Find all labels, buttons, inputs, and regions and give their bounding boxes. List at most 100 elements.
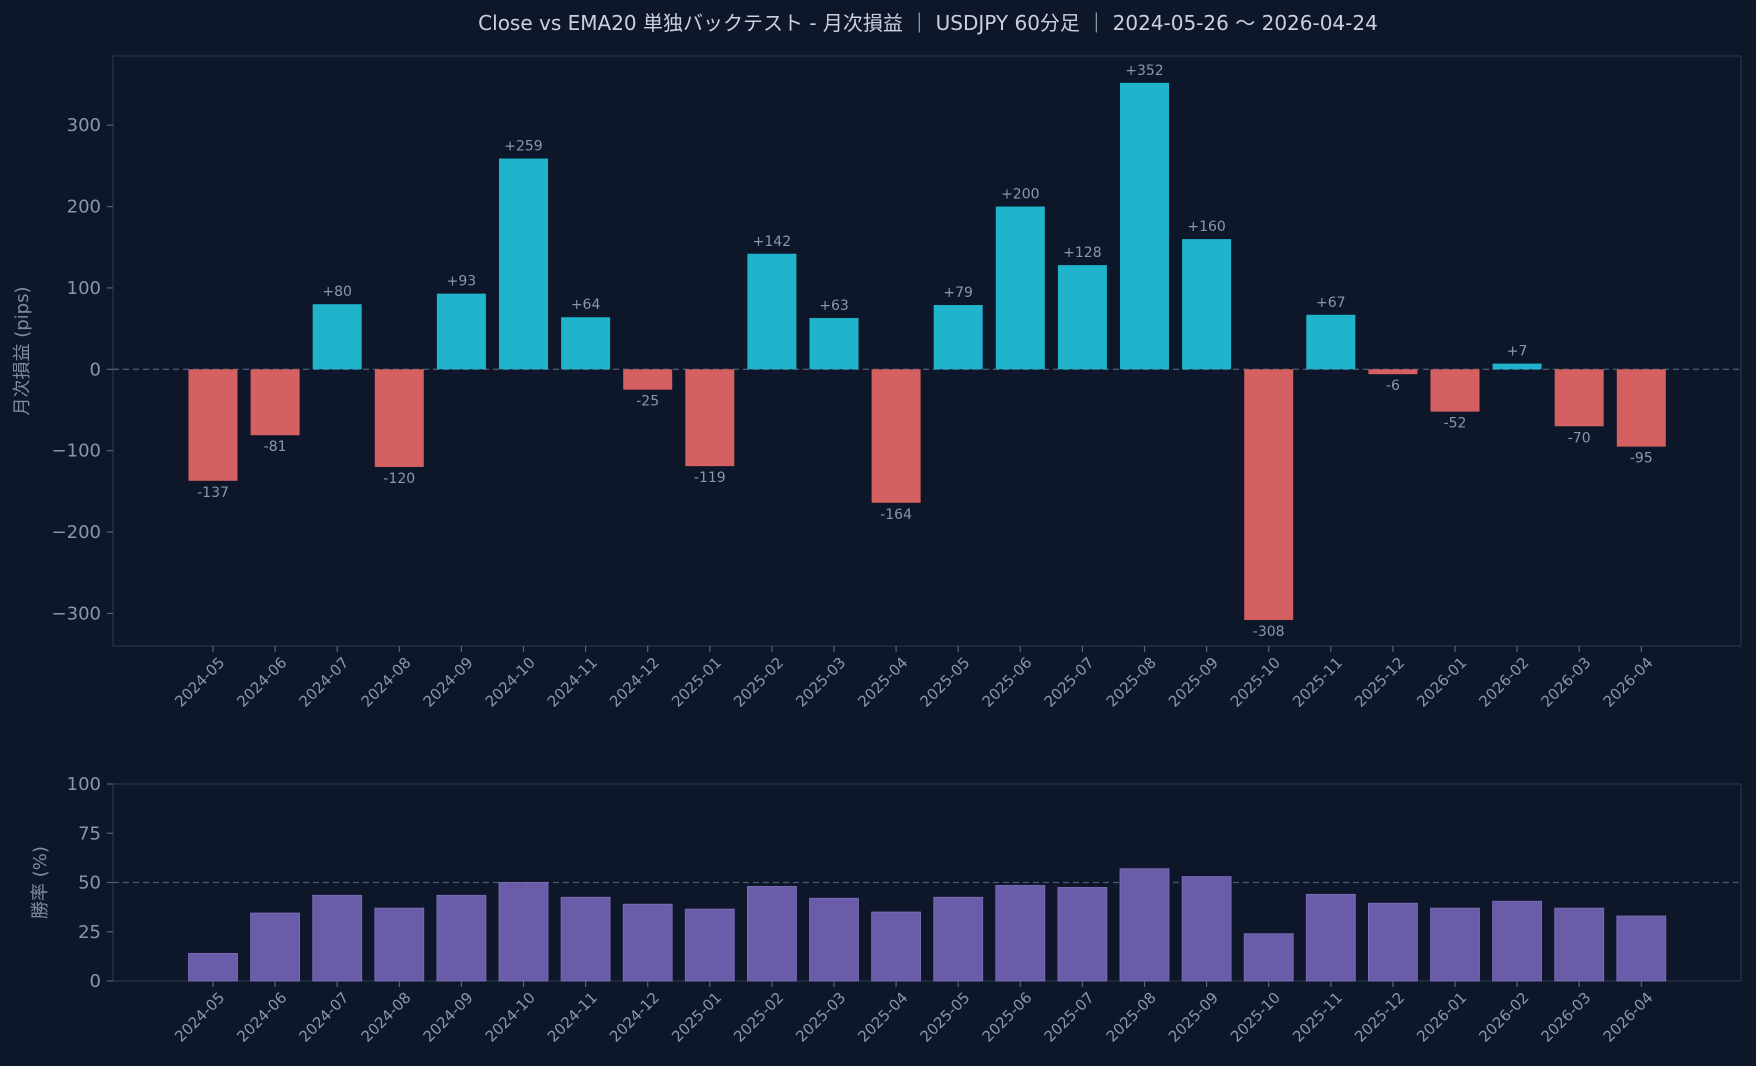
- y-tick-label: 100: [67, 774, 101, 795]
- x-tick-label: 2024-12: [606, 654, 663, 711]
- data-label: +79: [943, 285, 973, 301]
- x-tick-label: 2025-05: [916, 654, 973, 711]
- bar-2025-07: [1057, 265, 1107, 370]
- x-tick-label: 2025-07: [1041, 654, 1098, 711]
- x-tick-label: 2025-09: [1165, 654, 1222, 711]
- x-tick-label: 2025-05: [916, 989, 973, 1046]
- x-tick-label: 2024-11: [544, 654, 601, 711]
- x-tick-label: 2024-05: [171, 989, 228, 1046]
- y-tick-label: 0: [90, 359, 101, 380]
- y-tick-label: 75: [78, 823, 101, 844]
- data-label: -52: [1444, 416, 1467, 432]
- bar-2025-02: [747, 253, 797, 370]
- x-tick-label: 2026-01: [1413, 989, 1470, 1046]
- bar-2026-03: [1554, 907, 1605, 982]
- y-tick-label: −100: [52, 441, 101, 462]
- bar-2024-12: [622, 903, 673, 982]
- x-tick-label: 2025-11: [1289, 989, 1346, 1046]
- x-tick-label: 2026-03: [1537, 989, 1594, 1046]
- bar-2024-09: [436, 293, 486, 370]
- x-tick-label: 2025-12: [1351, 654, 1408, 711]
- bar-2026-04: [1616, 915, 1667, 982]
- bar-2026-01: [1430, 369, 1480, 412]
- bar-2025-06: [995, 206, 1045, 370]
- y-tick-label: −300: [52, 603, 101, 624]
- x-tick-label: 2026-02: [1475, 654, 1532, 711]
- bar-2024-09: [436, 894, 487, 982]
- x-tick-label: 2025-03: [792, 989, 849, 1046]
- x-tick-label: 2025-03: [792, 654, 849, 711]
- x-tick-label: 2025-04: [854, 654, 911, 711]
- data-label: +63: [819, 298, 849, 314]
- bar-2025-12: [1368, 902, 1418, 982]
- x-tick-label: 2024-08: [358, 989, 415, 1046]
- bar-2025-01: [685, 369, 735, 467]
- data-label: +352: [1125, 63, 1163, 79]
- x-tick-label: 2025-08: [1103, 989, 1160, 1046]
- bar-2024-06: [250, 369, 300, 436]
- x-tick-label: 2025-06: [979, 989, 1036, 1046]
- x-tick-label: 2025-07: [1041, 989, 1098, 1046]
- chart-title: Close vs EMA20 単独バックテスト - 月次損益 ｜ USDJPY …: [478, 11, 1378, 35]
- x-tick-label: 2025-11: [1289, 654, 1346, 711]
- data-label: -137: [197, 485, 229, 501]
- x-tick-label: 2024-05: [171, 654, 228, 711]
- bar-2024-12: [623, 369, 673, 390]
- y-tick-label: 25: [78, 922, 101, 943]
- x-tick-label: 2025-01: [668, 989, 725, 1046]
- bar-2025-06: [995, 885, 1046, 982]
- x-tick-label: 2024-07: [295, 654, 352, 711]
- x-tick-label: 2024-06: [233, 654, 290, 711]
- bar-2025-07: [1057, 887, 1108, 982]
- x-tick-label: 2026-04: [1600, 989, 1657, 1046]
- bar-2024-08: [374, 369, 424, 467]
- bar-2025-03: [809, 318, 859, 370]
- data-label: -119: [694, 470, 726, 486]
- x-tick-label: 2026-04: [1600, 654, 1657, 711]
- bar-2025-10: [1244, 369, 1294, 620]
- data-label: +80: [322, 284, 352, 300]
- data-label: +67: [1316, 295, 1346, 311]
- bar-2024-05: [188, 369, 238, 481]
- data-label: -70: [1568, 430, 1591, 446]
- x-tick-label: 2024-08: [358, 654, 415, 711]
- bar-2024-07: [312, 894, 363, 982]
- x-tick-label: 2025-02: [730, 654, 787, 711]
- bar-2025-05: [933, 896, 984, 982]
- data-label: +93: [447, 274, 477, 290]
- x-tick-label: 2026-01: [1413, 654, 1470, 711]
- x-tick-label: 2025-10: [1227, 989, 1284, 1046]
- x-tick-label: 2025-02: [730, 989, 787, 1046]
- data-label: +160: [1187, 219, 1225, 235]
- bar-2024-11: [560, 896, 611, 982]
- bar-2025-03: [809, 897, 859, 982]
- data-label: +128: [1063, 245, 1101, 261]
- bar-2025-02: [747, 886, 797, 982]
- x-tick-label: 2024-09: [420, 654, 477, 711]
- x-tick-label: 2024-06: [233, 989, 290, 1046]
- data-label: -81: [264, 439, 287, 455]
- y-axis-label: 勝率 (%): [30, 846, 51, 919]
- bar-2024-11: [561, 317, 611, 370]
- x-tick-label: 2024-10: [482, 654, 539, 711]
- x-tick-label: 2025-10: [1227, 654, 1284, 711]
- bar-2026-01: [1430, 907, 1480, 982]
- bar-2025-09: [1181, 876, 1232, 982]
- bar-2026-03: [1554, 369, 1604, 427]
- bar-2024-10: [498, 882, 549, 982]
- bar-2024-10: [499, 158, 548, 370]
- x-tick-label: 2024-12: [606, 989, 663, 1046]
- x-tick-label: 2026-03: [1537, 654, 1594, 711]
- bar-2025-08: [1120, 82, 1169, 370]
- y-tick-label: 0: [90, 971, 101, 992]
- y-tick-label: 100: [67, 278, 101, 299]
- data-label: -120: [383, 471, 415, 487]
- x-tick-label: 2025-09: [1165, 989, 1222, 1046]
- bar-2024-07: [312, 304, 362, 370]
- bar-2024-06: [250, 912, 301, 982]
- data-label: -25: [636, 394, 659, 410]
- bar-2025-12: [1368, 369, 1418, 375]
- data-label: +200: [1001, 187, 1039, 203]
